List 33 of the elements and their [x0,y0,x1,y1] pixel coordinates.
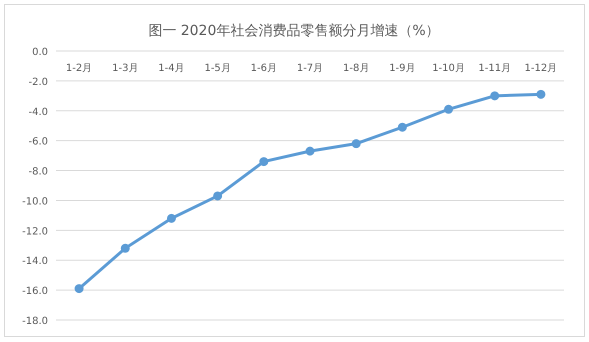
point [259,157,268,166]
point [306,146,314,156]
point [444,104,454,114]
x-tick-label: 1-9月 [389,63,416,74]
chart-title: 图一 2020年社会消费品零售额分月增速（%） [148,23,440,39]
x-tick-label: 1-7月 [296,63,324,74]
x-tick-label: 1-3月 [112,63,138,74]
y-tick-label: -4.0 [28,106,48,118]
point [213,191,222,200]
point [166,214,176,223]
y-tick-label: -8.0 [28,166,48,178]
x-tick-label: 1-6月 [250,63,277,74]
y-tick-label: -14.0 [22,256,48,268]
x-tick-label: 1-8月 [343,63,370,74]
x-tick-label: 1-5月 [204,63,231,74]
x-tick-label: 1-10月 [432,63,465,74]
y-tick-label: -12.0 [22,226,48,238]
point [490,91,500,100]
point [120,244,130,253]
x-tick-label: 1-12月 [524,63,558,74]
point [536,90,546,99]
y-tick-label: -6.0 [28,136,48,148]
y-tick-label: -10.0 [22,196,48,208]
point [398,122,407,132]
y-tick-label: -2.0 [28,76,48,88]
y-tick-label: 0.0 [32,47,48,58]
x-tick-label: 1-2月 [66,63,92,74]
point [352,139,361,148]
x-tick-label: 1-11月 [478,63,512,74]
point [74,284,84,294]
y-tick-label: -16.0 [22,286,48,298]
x-tick-label: 1-4月 [158,63,185,74]
y-tick-label: -18.0 [22,316,48,327]
